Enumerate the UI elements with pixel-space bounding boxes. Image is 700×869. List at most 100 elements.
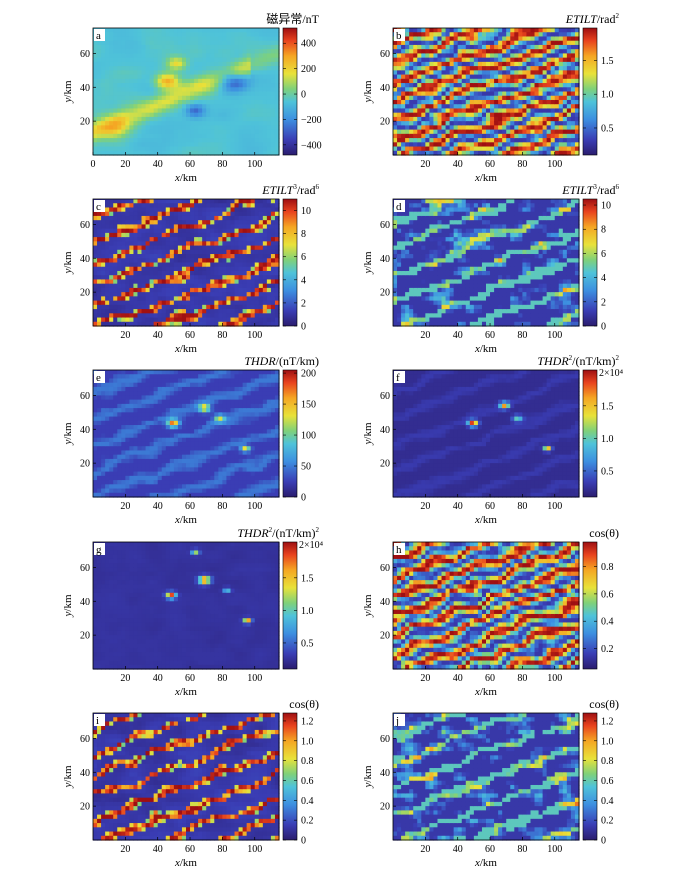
heatmap-cell xyxy=(145,287,151,293)
heatmap-cell xyxy=(514,83,519,88)
heatmap-cell xyxy=(113,44,118,50)
heatmap-cell xyxy=(198,203,203,209)
heatmap-cell xyxy=(254,283,260,289)
heatmap-cell xyxy=(417,44,422,50)
heatmap-cell xyxy=(214,142,219,148)
heatmap-cell xyxy=(449,66,455,71)
heatmap-cell xyxy=(546,78,552,84)
heatmap-cell xyxy=(157,237,163,242)
heatmap-cell xyxy=(230,138,236,143)
heatmap-cell xyxy=(574,49,580,54)
heatmap-cell xyxy=(262,44,268,50)
heatmap-cell xyxy=(173,112,179,118)
heatmap-cell xyxy=(198,138,203,143)
heatmap-cell xyxy=(101,40,106,46)
heatmap-cell xyxy=(161,266,167,272)
heatmap-cell xyxy=(137,32,143,38)
heatmap-cell xyxy=(153,74,159,80)
heatmap-cell xyxy=(526,87,532,93)
heatmap-cell xyxy=(97,224,102,230)
heatmap-cell xyxy=(117,129,122,135)
heatmap-cell xyxy=(198,83,203,88)
y-tick-label: 20 xyxy=(80,117,90,128)
heatmap-cell xyxy=(542,104,548,110)
heatmap-cell xyxy=(242,258,248,264)
heatmap-cell xyxy=(214,129,219,135)
heatmap-cell xyxy=(165,83,171,88)
heatmap-cell xyxy=(141,232,147,238)
heatmap-cell xyxy=(518,125,523,131)
heatmap-cell xyxy=(262,95,268,101)
heatmap-cell xyxy=(125,262,130,268)
heatmap-cell xyxy=(97,258,102,264)
heatmap-cell xyxy=(566,142,572,148)
y-axis-label: y/km xyxy=(62,251,74,274)
heatmap-cell xyxy=(137,245,143,251)
heatmap-cell xyxy=(109,254,114,259)
heatmap-cell xyxy=(417,74,422,80)
heatmap-cell xyxy=(186,40,191,46)
heatmap-cell xyxy=(210,112,215,118)
heatmap-cell xyxy=(254,313,260,319)
heatmap-cell xyxy=(218,300,223,306)
heatmap-cell xyxy=(558,66,564,71)
heatmap-cell xyxy=(234,91,240,97)
heatmap-cell xyxy=(93,83,98,88)
heatmap-cell xyxy=(473,283,479,289)
heatmap-cell xyxy=(486,300,491,306)
heatmap-cell xyxy=(421,44,426,50)
heatmap-cell xyxy=(250,125,256,131)
heatmap-cell xyxy=(242,275,248,281)
heatmap-cell xyxy=(457,57,463,63)
heatmap-cell xyxy=(113,207,118,213)
heatmap-cell xyxy=(250,150,256,156)
heatmap-cell xyxy=(417,275,422,281)
heatmap-cell xyxy=(117,215,122,221)
heatmap-cell xyxy=(534,78,540,84)
heatmap-cell xyxy=(238,87,244,93)
heatmap-cell xyxy=(218,129,223,135)
heatmap-cell xyxy=(486,296,491,302)
heatmap-cell xyxy=(417,304,422,310)
heatmap-cell xyxy=(445,203,451,209)
heatmap-cell xyxy=(465,317,471,323)
heatmap-cell xyxy=(262,199,268,204)
heatmap-cell xyxy=(477,203,483,209)
heatmap-cell xyxy=(433,142,439,148)
heatmap-cell xyxy=(141,241,147,247)
heatmap-cell xyxy=(149,146,155,152)
heatmap-cell xyxy=(101,275,106,281)
heatmap-cell xyxy=(425,321,430,327)
heatmap-cell xyxy=(214,108,219,114)
heatmap-cell xyxy=(498,108,503,114)
heatmap-cell xyxy=(433,104,439,110)
heatmap-cell xyxy=(522,125,528,131)
heatmap-cell xyxy=(210,292,215,297)
heatmap-cell xyxy=(169,44,175,50)
panel-letter: c xyxy=(96,201,101,213)
heatmap-cell xyxy=(465,53,471,59)
heatmap-cell xyxy=(421,116,426,122)
heatmap-cell xyxy=(425,66,430,71)
heatmap-cell xyxy=(177,57,183,63)
heatmap-cell xyxy=(186,133,191,139)
heatmap-cell xyxy=(141,95,147,101)
heatmap-cell xyxy=(190,53,195,59)
heatmap-cell xyxy=(477,220,483,225)
heatmap-cell xyxy=(133,53,139,59)
heatmap-cell xyxy=(226,207,232,213)
heatmap-cell xyxy=(165,296,171,302)
heatmap-cell xyxy=(238,199,244,204)
heatmap-cell xyxy=(469,28,475,33)
heatmap-cell xyxy=(169,125,175,131)
heatmap-cell xyxy=(461,241,467,247)
heatmap-cell xyxy=(266,241,272,247)
heatmap-cell xyxy=(558,53,564,59)
heatmap-cell xyxy=(234,70,240,76)
heatmap-cell xyxy=(441,220,447,225)
heatmap-cell xyxy=(465,254,471,259)
heatmap-cell xyxy=(105,258,110,264)
heatmap-cell xyxy=(230,49,236,54)
heatmap-cell xyxy=(222,146,228,152)
heatmap-cell xyxy=(246,283,252,289)
